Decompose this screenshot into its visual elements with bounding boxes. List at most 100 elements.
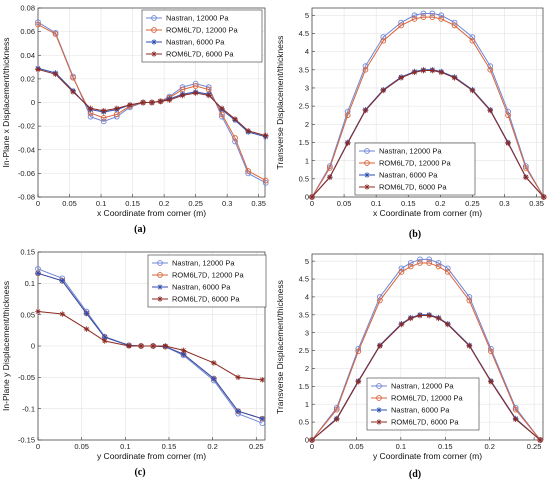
data-point (70, 74, 76, 81)
data-point (411, 12, 418, 19)
x-axis-label: x Coordinate from corner (m) (97, 208, 206, 218)
x-tick-label: 0.05 (74, 442, 89, 451)
data-point (100, 118, 107, 125)
series-line (311, 16, 545, 198)
data-point (333, 406, 340, 413)
data-point (355, 378, 362, 385)
data-point (192, 90, 199, 96)
legend-swatch-marker (151, 15, 157, 21)
legend-entry: ROM6L7D, 6000 Pa (166, 50, 234, 59)
data-point (232, 116, 238, 122)
data-point (438, 16, 445, 22)
x-tick-label: 0.05 (337, 199, 352, 208)
series-4 (309, 67, 547, 200)
legend-swatch-marker (376, 407, 382, 413)
data-point (426, 260, 433, 266)
data-point (114, 105, 120, 112)
data-point (101, 334, 108, 341)
x-tick-label: 0.1 (396, 442, 406, 451)
y-axis-label: Transverse Displacement/thickness (275, 280, 285, 414)
y-tick-label: 1.5 (299, 382, 309, 391)
data-point (444, 265, 451, 272)
data-point (166, 97, 173, 103)
data-point (505, 112, 511, 119)
data-point (211, 375, 217, 382)
data-point (435, 263, 442, 270)
y-tick-label: 4.5 (299, 275, 309, 284)
data-point (444, 269, 451, 275)
series-2 (309, 14, 547, 200)
data-point (451, 22, 458, 29)
data-point (219, 105, 225, 112)
data-point (540, 194, 547, 200)
data-point (411, 69, 418, 76)
y-tick-label: 0.04 (20, 51, 35, 60)
data-point (487, 66, 494, 73)
data-point (469, 34, 476, 40)
y-axis-label: Transverse Displacement/thickness (275, 36, 285, 170)
data-point (469, 87, 476, 94)
data-point (420, 10, 427, 17)
y-tick-label: -0.06 (18, 169, 35, 178)
data-point (420, 67, 427, 74)
x-tick-label: 0.3 (499, 199, 509, 208)
data-point (180, 347, 187, 354)
data-point (407, 260, 414, 266)
x-tick-label: 0.2 (207, 442, 217, 451)
y-tick-label: 3 (305, 328, 309, 337)
data-point (344, 140, 351, 147)
y-tick-label: 0.1 (25, 279, 35, 288)
legend-entry: Nastran, 6000 Pa (391, 406, 450, 415)
y-tick-label: 1 (305, 400, 309, 409)
y-tick-label: 0.06 (20, 27, 35, 36)
y-tick-label: 5 (305, 257, 309, 266)
y-tick-label: 2.5 (299, 346, 309, 355)
legend-swatch-marker (157, 296, 163, 302)
data-point (429, 14, 436, 20)
panel-label: (a) (134, 224, 146, 235)
x-tick-label: 0.25 (527, 442, 542, 451)
data-point (420, 14, 427, 20)
x-tick-label: 0.25 (465, 199, 480, 208)
legend-swatch-marker (364, 148, 370, 154)
x-tick-label: 0.1 (371, 199, 381, 208)
y-tick-label: 0 (305, 436, 309, 445)
legend-entry: ROM6L7D, 12000 Pa (391, 394, 464, 403)
legend-entry: Nastran, 6000 Pa (172, 283, 231, 292)
legend-entry: Nastran, 6000 Pa (379, 171, 438, 180)
legend-swatch-marker (364, 172, 370, 178)
axes-box (311, 7, 544, 198)
data-point (87, 105, 94, 112)
legend-entry: Nastran, 12000 Pa (172, 259, 235, 268)
y-axis-label: In-Plane y Displacement/thickness (1, 281, 11, 411)
y-tick-label: 0.05 (20, 310, 35, 319)
y-tick-label: -0.08 (18, 193, 35, 202)
legend-swatch-marker (157, 272, 163, 278)
panel-label: (d) (409, 469, 421, 480)
y-tick-label: 0.08 (20, 4, 35, 13)
data-point (417, 260, 423, 266)
y-tick-label: -0.04 (18, 145, 35, 154)
legend-entry: ROM6L7D, 12000 Pa (172, 271, 245, 280)
data-point (327, 174, 333, 181)
data-point (138, 343, 144, 349)
legend-swatch-marker (376, 383, 382, 389)
legend-box (141, 9, 263, 63)
y-tick-label: 2.5 (299, 102, 309, 111)
chart-panel-4: 0 0.05 0.1 0.15 0.2 0.25 0 0.5 1 1.5 2 2.5 3 3.5 4 4.5 5… (275, 253, 544, 480)
series-line (311, 70, 545, 198)
data-point (407, 315, 414, 322)
series-line (311, 258, 541, 441)
data-point (149, 99, 155, 106)
legend-swatch-marker (376, 419, 382, 425)
legend-swatch-marker (157, 284, 163, 290)
y-tick-label: 5 (305, 11, 309, 20)
legend-swatch-marker (157, 260, 163, 266)
data-point (487, 107, 494, 114)
data-point (407, 263, 414, 270)
x-tick-label: 0.2 (159, 199, 169, 208)
data-point (35, 270, 41, 277)
data-point (523, 174, 529, 181)
data-point (537, 437, 544, 443)
y-tick-label: 0.02 (20, 74, 35, 83)
